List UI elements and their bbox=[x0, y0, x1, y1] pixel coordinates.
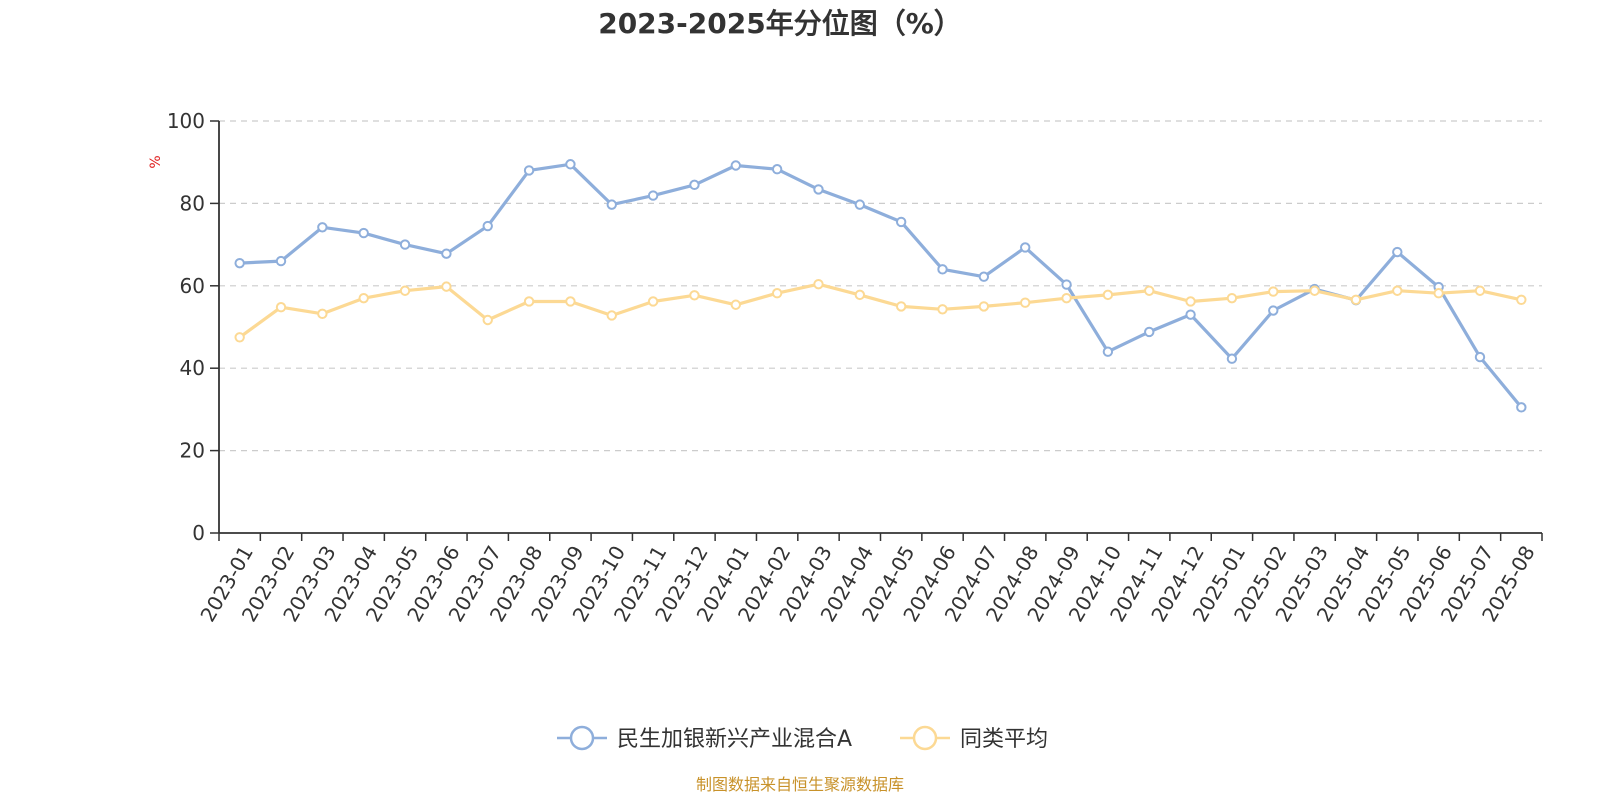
data-point[interactable] bbox=[895, 216, 907, 228]
data-point[interactable] bbox=[565, 296, 576, 307]
data-point[interactable] bbox=[1102, 346, 1114, 357]
data-point[interactable] bbox=[234, 257, 245, 269]
data-point[interactable] bbox=[234, 332, 245, 343]
data-point[interactable] bbox=[275, 255, 287, 267]
data-point[interactable] bbox=[1268, 305, 1279, 316]
legend-marker-icon bbox=[569, 725, 595, 751]
x-axis-ticks: 2023-012023-022023-032023-042023-052023-… bbox=[195, 542, 1539, 626]
data-point[interactable] bbox=[1268, 286, 1279, 297]
data-point[interactable] bbox=[937, 264, 948, 275]
data-point[interactable] bbox=[1309, 285, 1320, 296]
series-line-2 bbox=[238, 282, 1523, 339]
data-point[interactable] bbox=[482, 220, 493, 232]
data-point[interactable] bbox=[1144, 285, 1155, 296]
y-tick-label: 20 bbox=[180, 439, 205, 463]
data-point[interactable] bbox=[1474, 351, 1486, 363]
data-point[interactable] bbox=[1020, 242, 1031, 253]
data-point[interactable] bbox=[1144, 326, 1155, 338]
legend-item-2[interactable]: 同类平均 bbox=[900, 725, 1048, 752]
data-point[interactable] bbox=[399, 239, 411, 250]
data-point[interactable] bbox=[441, 248, 452, 259]
data-point[interactable] bbox=[813, 184, 824, 195]
data-point[interactable] bbox=[854, 199, 866, 210]
series-lines bbox=[234, 159, 1527, 413]
data-point[interactable] bbox=[813, 278, 824, 290]
data-point[interactable] bbox=[771, 164, 783, 175]
data-point[interactable] bbox=[1185, 296, 1196, 307]
data-point[interactable] bbox=[1350, 294, 1362, 306]
data-point[interactable] bbox=[647, 190, 659, 201]
data-point[interactable] bbox=[317, 308, 328, 320]
data-point[interactable] bbox=[358, 292, 369, 304]
data-point[interactable] bbox=[978, 271, 990, 282]
data-point[interactable] bbox=[523, 296, 535, 307]
source-note: 制图数据来自恒生聚源数据库 bbox=[696, 775, 904, 794]
chart-title: 2023-2025年分位图（%） bbox=[598, 7, 962, 40]
legend[interactable]: 民生加银新兴产业混合A 同类平均 bbox=[557, 725, 1048, 752]
grid-lines bbox=[219, 120, 1542, 452]
data-point[interactable] bbox=[1516, 294, 1527, 306]
data-point[interactable] bbox=[482, 314, 493, 326]
y-tick-label: 100 bbox=[167, 109, 205, 133]
data-point[interactable] bbox=[895, 301, 907, 312]
y-tick-label: 0 bbox=[192, 521, 205, 545]
data-point[interactable] bbox=[1061, 279, 1072, 290]
data-point[interactable] bbox=[1392, 285, 1403, 296]
data-point[interactable] bbox=[1020, 297, 1031, 308]
data-point[interactable] bbox=[1226, 353, 1238, 364]
data-point[interactable] bbox=[1433, 288, 1444, 299]
data-point[interactable] bbox=[399, 285, 411, 296]
data-point[interactable] bbox=[771, 288, 783, 299]
data-point[interactable] bbox=[647, 296, 659, 307]
data-point[interactable] bbox=[689, 179, 700, 191]
data-point[interactable] bbox=[1516, 402, 1527, 413]
axes bbox=[210, 120, 1543, 541]
data-point[interactable] bbox=[730, 299, 741, 310]
y-axis-ticks: 0 20 40 60 80 100 bbox=[167, 109, 205, 545]
legend-label: 同类平均 bbox=[960, 727, 1048, 752]
legend-marker-icon bbox=[912, 725, 938, 751]
data-point[interactable] bbox=[1185, 309, 1196, 320]
data-point[interactable] bbox=[1102, 289, 1114, 301]
data-point[interactable] bbox=[854, 289, 866, 301]
y-tick-label: 60 bbox=[180, 274, 205, 298]
data-point[interactable] bbox=[275, 302, 287, 313]
legend-item-1[interactable]: 民生加银新兴产业混合A bbox=[557, 725, 852, 752]
y-tick-label: 80 bbox=[180, 191, 205, 215]
data-point[interactable] bbox=[606, 199, 617, 210]
data-point[interactable] bbox=[978, 301, 990, 312]
data-point[interactable] bbox=[1061, 292, 1072, 304]
legend-label: 民生加银新兴产业混合A bbox=[617, 727, 852, 752]
data-point[interactable] bbox=[1226, 292, 1238, 304]
data-point[interactable] bbox=[937, 304, 948, 315]
data-point[interactable] bbox=[1392, 246, 1403, 258]
data-point[interactable] bbox=[523, 165, 535, 176]
data-point[interactable] bbox=[317, 222, 328, 233]
data-point[interactable] bbox=[358, 227, 369, 239]
data-point[interactable] bbox=[606, 310, 617, 321]
y-tick-label: 40 bbox=[180, 356, 205, 380]
data-point[interactable] bbox=[689, 290, 700, 301]
data-point[interactable] bbox=[441, 281, 452, 292]
y-axis-unit-label: % bbox=[148, 155, 164, 168]
data-point[interactable] bbox=[1474, 285, 1486, 296]
data-point[interactable] bbox=[730, 160, 741, 171]
series-line-1 bbox=[238, 162, 1523, 409]
data-point[interactable] bbox=[565, 159, 576, 170]
